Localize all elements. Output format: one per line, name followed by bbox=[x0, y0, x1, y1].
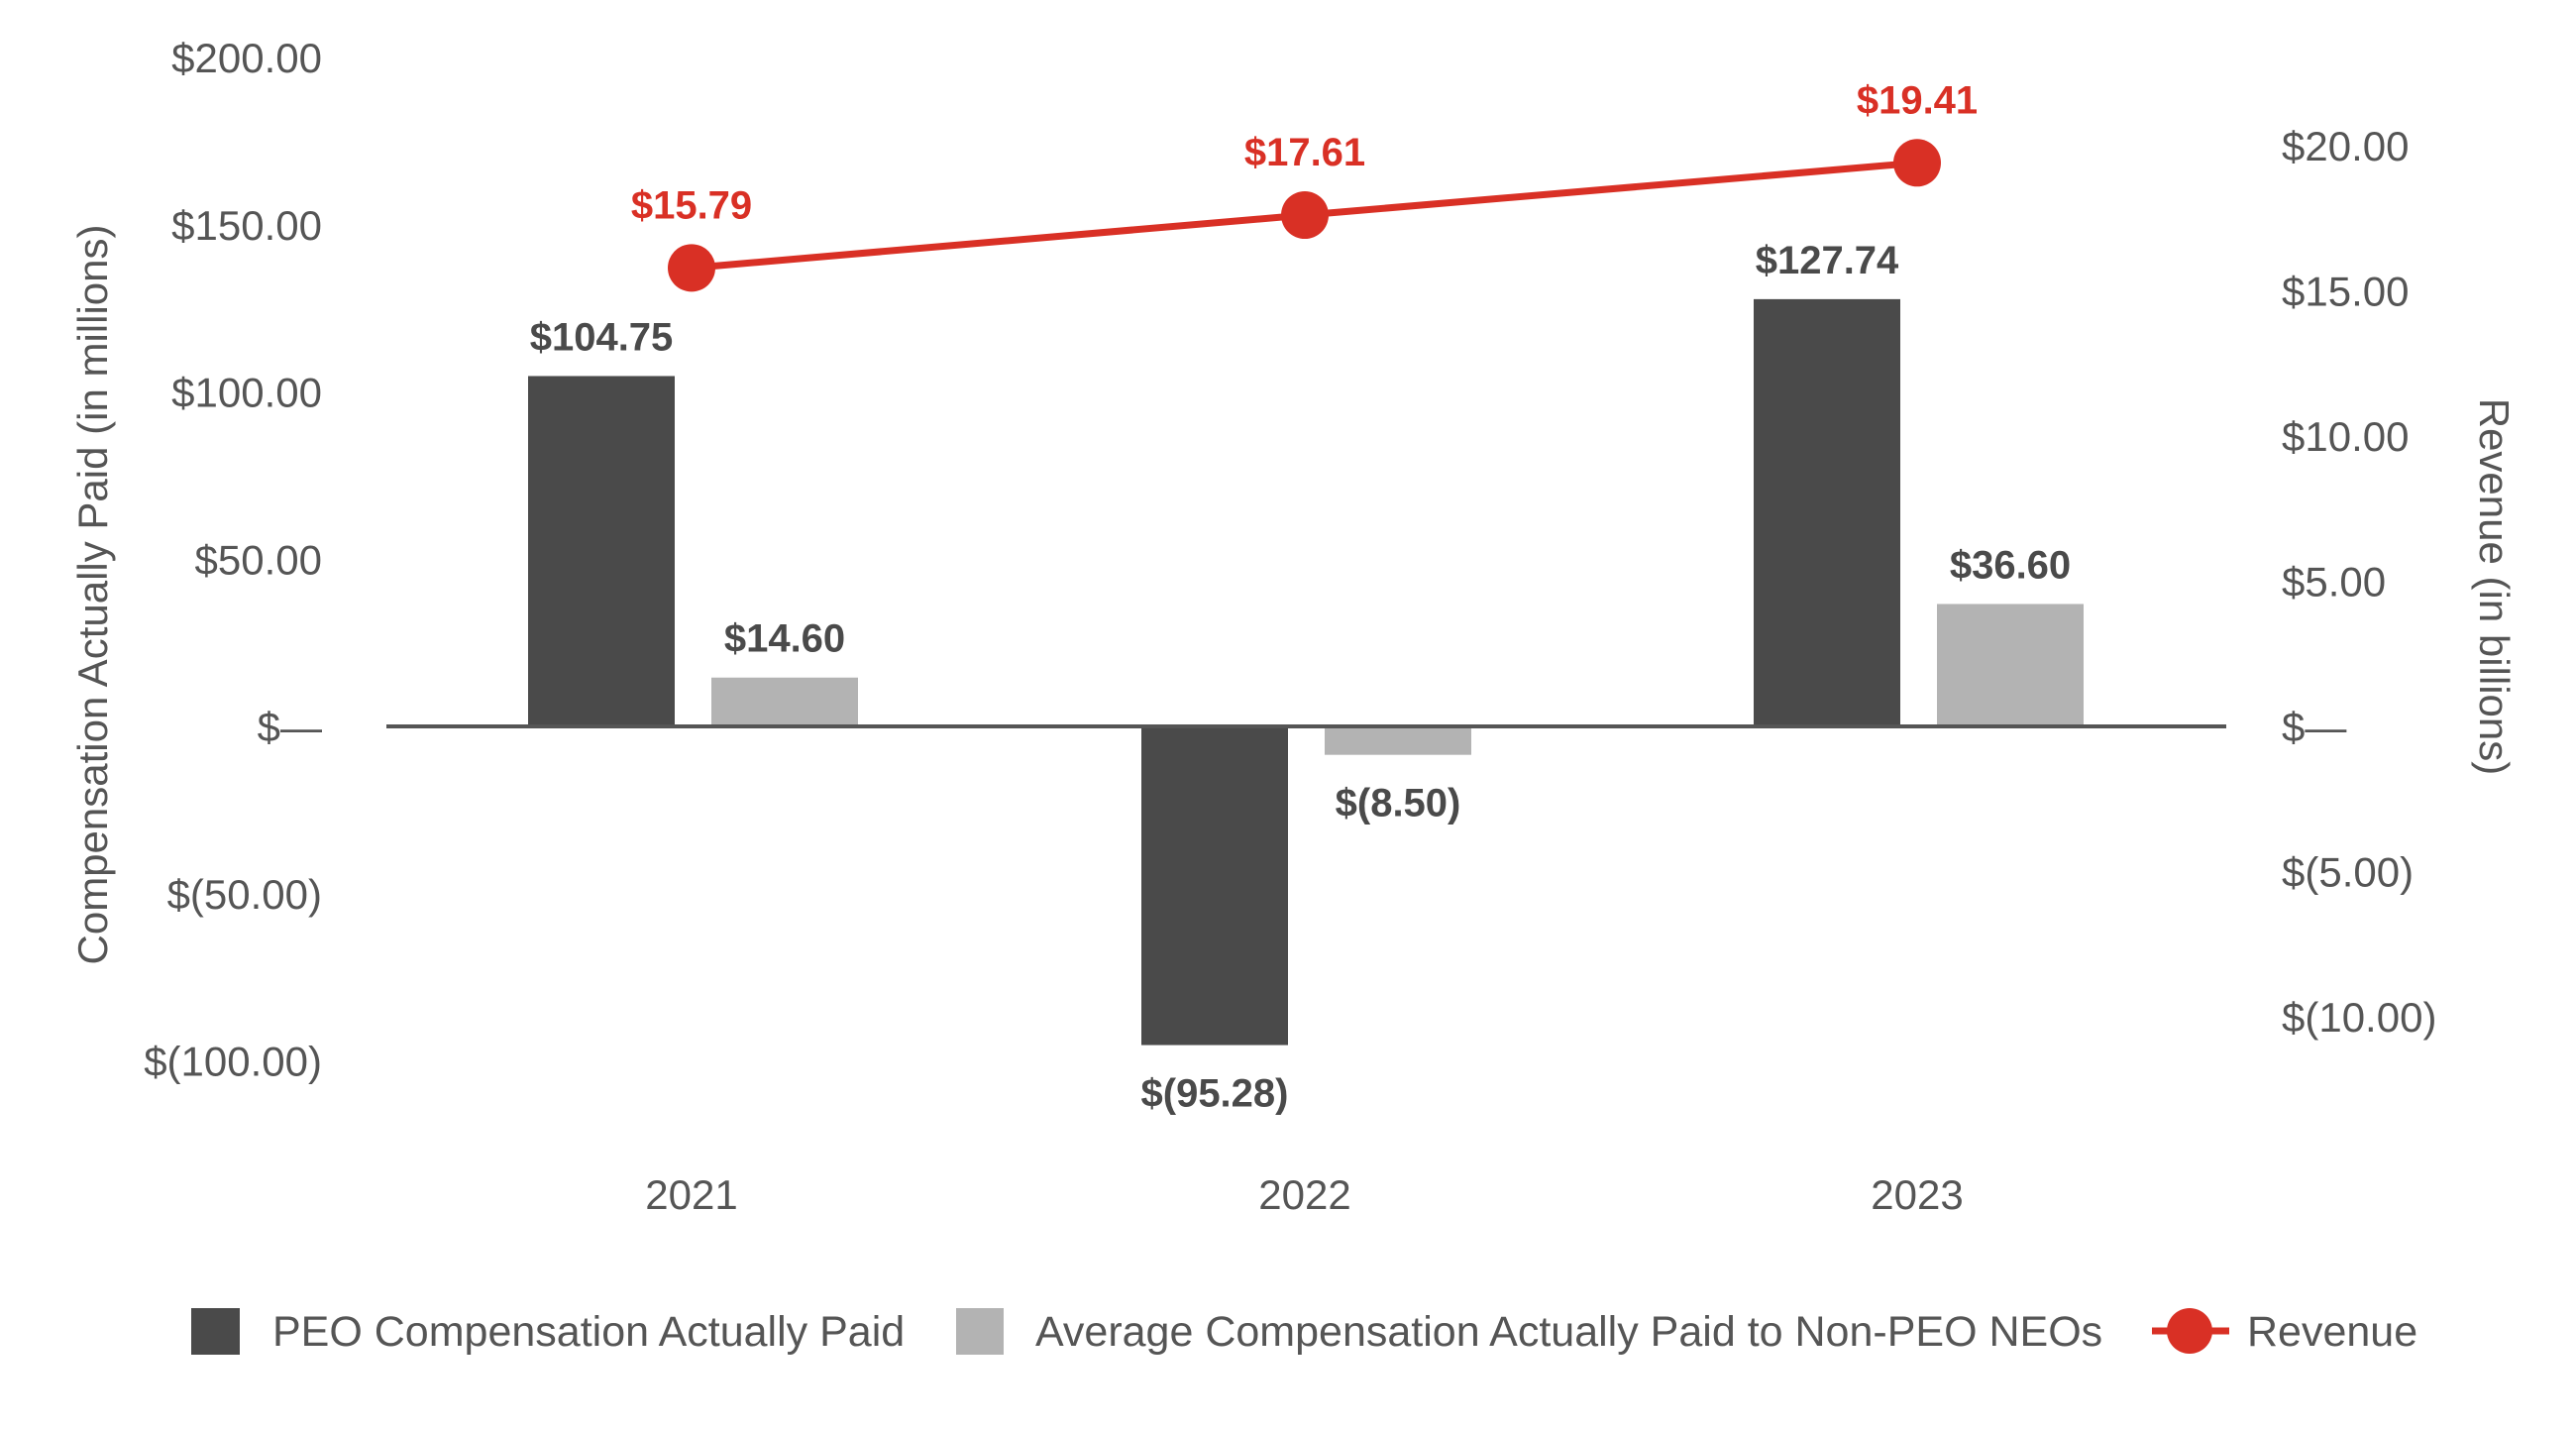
bar-non-peo-2022 bbox=[1325, 726, 1471, 755]
right-tick-label: $(5.00) bbox=[2282, 849, 2414, 896]
bar-peo-2021 bbox=[528, 376, 675, 726]
left-tick-label: $(100.00) bbox=[144, 1039, 322, 1085]
left-tick-label: $100.00 bbox=[171, 370, 322, 416]
right-tick-label: $15.00 bbox=[2282, 269, 2409, 315]
left-tick-label: $50.00 bbox=[195, 536, 322, 583]
legend-swatch-non-peo bbox=[956, 1308, 1004, 1355]
left-axis-title: Compensation Actually Paid (in millions) bbox=[69, 225, 116, 965]
left-axis-ticks: $200.00 $150.00 $100.00 $50.00 $— $(50.00) $(1… bbox=[144, 35, 322, 1085]
bar-peo-2022 bbox=[1141, 726, 1288, 1046]
right-tick-label: $(10.00) bbox=[2282, 994, 2436, 1041]
x-tick-label: 2022 bbox=[1258, 1171, 1350, 1218]
revenue-line-series: $15.79 $17.61 $19.41 bbox=[631, 78, 1978, 292]
bar-value-label: $(8.50) bbox=[1336, 782, 1461, 826]
left-tick-label: $(50.00) bbox=[167, 871, 322, 918]
left-tick-label: $150.00 bbox=[171, 202, 322, 249]
bar-non-peo-2021 bbox=[711, 677, 858, 726]
bar-peo-2023 bbox=[1754, 298, 1900, 726]
bar-value-label: $(95.28) bbox=[1141, 1072, 1289, 1116]
left-tick-label: $200.00 bbox=[171, 35, 322, 81]
right-tick-label: $— bbox=[2282, 704, 2346, 750]
bar-value-label: $14.60 bbox=[724, 617, 845, 661]
bar-non-peo-2023 bbox=[1937, 604, 2084, 726]
revenue-point-2023 bbox=[1893, 139, 1941, 187]
left-tick-label: $— bbox=[258, 704, 322, 750]
bar-value-label: $127.74 bbox=[1756, 239, 1899, 282]
legend-label-peo: PEO Compensation Actually Paid bbox=[272, 1308, 905, 1356]
x-axis-ticks: 2021 2022 2023 bbox=[645, 1171, 1963, 1218]
revenue-value-label: $19.41 bbox=[1857, 78, 1978, 122]
legend-label-revenue: Revenue bbox=[2247, 1308, 2417, 1356]
x-tick-label: 2021 bbox=[645, 1171, 737, 1218]
legend: PEO Compensation Actually Paid Average C… bbox=[191, 1308, 2417, 1356]
right-tick-label: $20.00 bbox=[2282, 123, 2409, 169]
right-tick-label: $5.00 bbox=[2282, 559, 2386, 606]
x-tick-label: 2023 bbox=[1871, 1171, 1963, 1218]
right-tick-label: $10.00 bbox=[2282, 413, 2409, 460]
legend-label-non-peo: Average Compensation Actually Paid to No… bbox=[1035, 1308, 2102, 1356]
revenue-value-label: $17.61 bbox=[1244, 131, 1365, 174]
revenue-point-2021 bbox=[668, 244, 715, 292]
legend-swatch-revenue-dot bbox=[2167, 1308, 2212, 1354]
revenue-point-2022 bbox=[1281, 191, 1329, 240]
bar-value-label: $104.75 bbox=[530, 315, 674, 359]
bar-value-label: $36.60 bbox=[1950, 543, 2071, 587]
revenue-value-label: $15.79 bbox=[631, 183, 752, 227]
legend-swatch-peo bbox=[191, 1308, 240, 1355]
right-axis-title: Revenue (in billions) bbox=[2471, 398, 2518, 776]
bars: $104.75 $(95.28) $127.74 $14.60 $(8.50) $36.6… bbox=[528, 239, 2084, 1116]
right-axis-ticks: $20.00 $15.00 $10.00 $5.00 $— $(5.00) $(10.00) bbox=[2282, 123, 2436, 1041]
